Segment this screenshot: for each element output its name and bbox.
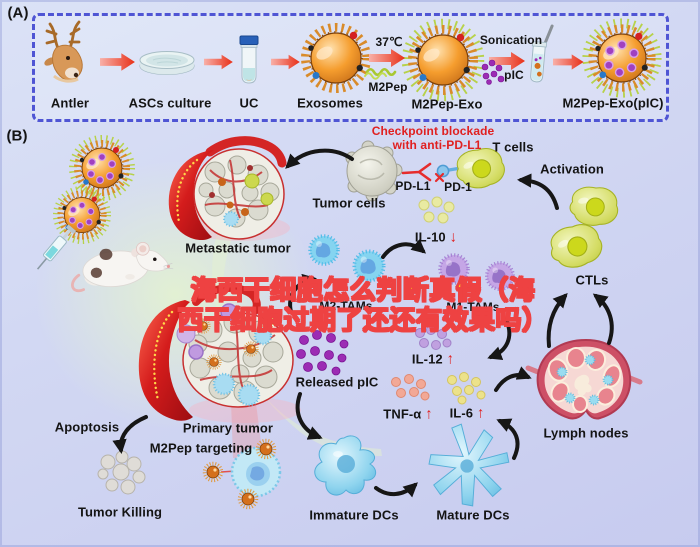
step-label-exosomes: Exosomes — [297, 95, 363, 111]
watermark-text-line1: 海西干细胞怎么判断真假（海 — [190, 274, 536, 305]
m1-tams-label: M1-TAMs — [446, 300, 500, 314]
panel-b-tag: (B) — [6, 127, 28, 145]
pd-1-label: PD-1 — [444, 180, 472, 194]
sonication-tube-icon — [530, 24, 554, 83]
process-arrows — [100, 49, 584, 71]
m2-tams-label: M2-TAMs — [319, 299, 373, 313]
mature-dc-icon — [428, 423, 510, 507]
il12-label: IL-12 ↑ — [411, 350, 455, 368]
t-cells-label: T cells — [492, 139, 534, 155]
pic-dots-icon — [481, 59, 505, 85]
m2pep-exo-icon — [406, 23, 481, 98]
released-pic-dots — [296, 330, 349, 376]
tnf-alpha-label: TNF-α ↑ — [383, 405, 433, 423]
up-arrow-icon: ↑ — [446, 350, 455, 368]
immature-dc-icon — [314, 435, 377, 496]
m2pep-targeting-cell — [202, 438, 282, 510]
mature-dcs-label: Mature DCs — [436, 507, 510, 523]
flow-arrows — [112, 148, 614, 498]
dead-tumor-cell-icon — [97, 450, 146, 495]
lymph-nodes-label: Lymph nodes — [543, 425, 629, 441]
deer-antler-icon — [44, 20, 83, 83]
mouse-icon — [71, 242, 174, 293]
m2pep-label: M2Pep — [368, 80, 408, 94]
tumor-cell-icon — [345, 140, 403, 202]
tumor-cells-label: Tumor cells — [312, 195, 386, 211]
step-label-uc: UC — [239, 95, 259, 111]
il10-label: IL-10 ↓ — [414, 228, 458, 246]
primary-tumor-illustration — [138, 283, 301, 458]
m2pep-targeting-label: M2Pep targeting — [149, 440, 253, 456]
checkpoint-blockade-label-line2: with anti-PD-L1 — [392, 138, 482, 152]
metastatic-tumor-illustration — [168, 136, 290, 241]
exosome-icon — [305, 27, 366, 88]
immature-dcs-label: Immature DCs — [309, 507, 399, 523]
tumor-killing-label: Tumor Killing — [77, 504, 163, 520]
down-arrow-icon: ↓ — [449, 228, 458, 246]
tnf-dots — [391, 374, 430, 401]
checkpoint-blockade-label-line1: Checkpoint blockade — [371, 124, 495, 138]
il6-label: IL-6 ↑ — [449, 404, 485, 422]
step-label-ascs-culture: ASCs culture — [128, 95, 212, 111]
m2-tam-icon — [308, 234, 340, 266]
up-arrow-icon: ↑ — [425, 405, 433, 423]
ctl-cell-icon — [568, 184, 621, 229]
blocked-cross-icon — [434, 172, 445, 183]
step-label-antler: Antler — [50, 95, 90, 111]
ctl-cell-icon-2 — [546, 220, 606, 273]
lymph-node-illustration — [525, 338, 643, 420]
apoptosis-label: Apoptosis — [54, 419, 120, 435]
released-pic-label: Released pIC — [295, 374, 379, 390]
pic-label: pIC — [504, 68, 524, 82]
watermark-text-line2: 西干细胞过期了还还有效果吗） — [177, 304, 549, 335]
step-label-m2pep-exo: M2Pep-Exo — [411, 96, 483, 112]
up-arrow-icon: ↑ — [476, 404, 485, 422]
il10-dots — [418, 196, 455, 224]
panel-a-tag: (A) — [7, 4, 29, 22]
il12-dots — [415, 325, 452, 350]
il6-dots — [447, 372, 486, 405]
petri-dish-icon — [139, 51, 195, 75]
m2pep-peptide-icon — [364, 67, 397, 80]
primary-tumor-label: Primary tumor — [182, 420, 274, 436]
syringe-icon — [36, 224, 77, 270]
centrifuge-tube-icon — [239, 35, 259, 84]
step-label-m2pep-exo-pic: M2Pep-Exo(pIC) — [562, 95, 664, 111]
pd-l1-label: PD-L1 — [395, 179, 431, 193]
sonication-label: Sonication — [479, 33, 543, 47]
pd-l1-antibody-icon — [401, 162, 432, 182]
injected-exosome-icon — [72, 138, 132, 198]
m2pep-exo-pic-icon — [586, 22, 658, 94]
metastatic-tumor-label: Metastatic tumor — [185, 240, 291, 256]
temperature-label: 37℃ — [375, 35, 403, 49]
activation-label: Activation — [540, 161, 604, 177]
ctls-label: CTLs — [575, 272, 609, 288]
